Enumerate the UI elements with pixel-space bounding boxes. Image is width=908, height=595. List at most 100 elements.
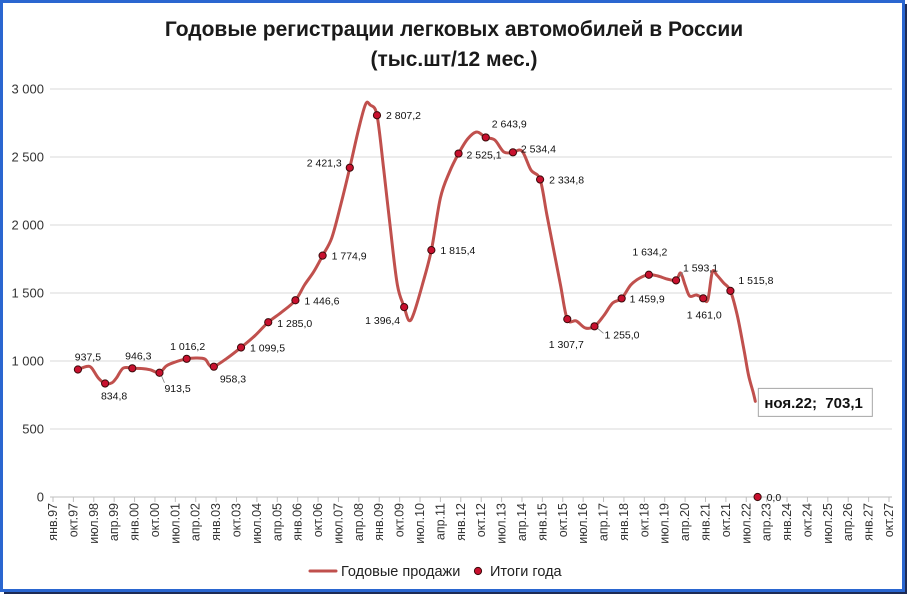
x-tick-label: янв.21	[698, 503, 712, 541]
year-total-marker	[345, 163, 354, 172]
x-tick-label: июл.13	[495, 503, 509, 544]
x-tick-label: окт.24	[800, 503, 814, 537]
year-total-marker	[590, 322, 599, 331]
year-total-marker	[508, 148, 518, 157]
x-tick-label: апр.23	[760, 503, 774, 541]
data-label: 2 643,9	[492, 118, 527, 130]
year-total-marker	[209, 362, 218, 371]
x-tick-label: июл.25	[821, 503, 835, 544]
data-label: 1 815,4	[440, 245, 475, 257]
y-tick-label: 1 500	[11, 286, 44, 301]
data-label: 1 099,5	[250, 342, 285, 354]
data-label: 834,8	[101, 390, 127, 402]
x-tick-label: окт.06	[311, 503, 325, 537]
data-label: 1 446,6	[304, 295, 339, 307]
legend-label-annual-sales: Годовые продажи	[341, 564, 460, 580]
data-label: 1 307,7	[549, 339, 584, 351]
data-label-leader	[678, 272, 684, 278]
x-tick-label: июл.10	[413, 503, 427, 544]
x-tick-label: окт.09	[393, 503, 407, 537]
data-label: 913,5	[164, 383, 190, 395]
year-total-marker	[427, 246, 436, 255]
year-total-marker	[73, 365, 83, 374]
year-total-marker	[372, 111, 382, 120]
data-label: 1 634,2	[632, 247, 667, 259]
data-label: 1 396,4	[365, 315, 400, 327]
x-tick-label: янв.12	[454, 503, 468, 541]
x-tick-label: окт.21	[719, 503, 733, 537]
x-tick-label: окт.00	[148, 503, 162, 537]
x-tick-label: окт.27	[882, 503, 896, 537]
y-tick-label: 1 000	[11, 354, 44, 369]
x-tick-label: апр.02	[189, 503, 203, 541]
x-tick-label: окт.97	[66, 503, 80, 537]
data-label: 1 461,0	[687, 309, 722, 321]
x-tick-label: июл.19	[658, 503, 672, 544]
data-label: 1 459,9	[630, 293, 665, 305]
x-tick-label: апр.14	[515, 503, 529, 541]
data-label: 1 285,0	[277, 318, 312, 330]
data-label: 0,0	[767, 492, 782, 504]
year-total-marker	[182, 354, 191, 363]
y-tick-label: 3 000	[11, 82, 44, 97]
year-total-marker	[644, 270, 653, 279]
x-tick-label: июл.07	[331, 503, 345, 544]
data-label: 2 534,4	[521, 143, 556, 155]
chart-subtitle: (тыс.шт/12 мес.)	[371, 48, 538, 71]
year-total-marker	[400, 302, 409, 312]
year-total-marker	[155, 368, 164, 377]
y-axis: 0 500 1 000 1 500 2 000 2 500 3 000	[11, 82, 44, 505]
x-tick-label: янв.06	[291, 503, 305, 541]
year-total-marker	[264, 318, 273, 327]
y-tick-label: 2 500	[11, 150, 44, 165]
year-total-marker	[671, 276, 681, 285]
data-label: 2 334,8	[549, 174, 584, 186]
data-label: 958,3	[220, 374, 246, 386]
x-tick-label: янв.03	[209, 503, 223, 541]
data-label: 2 421,3	[307, 158, 342, 170]
callout-box	[757, 387, 873, 417]
y-tick-label: 0	[37, 490, 44, 505]
year-total-marker	[536, 175, 545, 184]
x-tick-label: июл.01	[168, 503, 182, 544]
data-label: 946,3	[125, 350, 151, 362]
x-tick-label: апр.05	[270, 503, 284, 541]
legend: Годовые продажи Итоги года	[308, 564, 563, 580]
x-tick-label: апр.11	[433, 503, 447, 540]
year-total-marker	[101, 379, 110, 388]
data-label: 1 515,8	[738, 275, 773, 287]
x-tick-label: янв.18	[617, 503, 631, 541]
x-axis: янв.97 окт.97 июл.98 апр.99 янв.00 окт.00 июл.…	[46, 496, 896, 544]
chart-title: Годовые регистрации легковых автомобилей…	[165, 18, 743, 41]
year-total-marker	[318, 251, 327, 260]
year-total-marker	[563, 315, 572, 324]
x-tick-label: апр.08	[352, 503, 366, 541]
data-label: 2 807,2	[386, 110, 421, 122]
y-tick-label: 500	[22, 422, 44, 437]
x-tick-label: янв.97	[46, 503, 60, 541]
x-tick-label: янв.15	[535, 503, 549, 541]
data-label: 1 255,0	[604, 329, 639, 341]
x-tick-label: янв.27	[862, 503, 876, 541]
x-tick-label: янв.24	[780, 503, 794, 541]
x-tick-label: окт.15	[556, 503, 570, 537]
data-label: 1 593,1	[683, 262, 718, 274]
x-tick-label: июл.04	[250, 503, 264, 544]
year-total-marker	[291, 296, 300, 305]
year-total-marker	[128, 364, 137, 373]
x-tick-label: окт.03	[230, 503, 244, 537]
x-tick-label: апр.99	[107, 503, 121, 541]
callout-label: ноя.22; 703,1	[764, 395, 863, 412]
x-tick-label: окт.12	[474, 503, 488, 537]
year-total-marker	[454, 149, 463, 158]
year-total-marker	[617, 294, 626, 303]
year-total-marker	[699, 294, 708, 303]
data-label-leader	[597, 328, 604, 334]
callout: ноя.22; 703,1	[757, 387, 873, 417]
year-total-marker	[753, 492, 762, 502]
x-tick-label: окт.18	[637, 503, 651, 537]
data-label-leader	[161, 375, 165, 383]
x-tick-label: янв.09	[372, 503, 386, 541]
year-total-marker	[236, 343, 246, 352]
